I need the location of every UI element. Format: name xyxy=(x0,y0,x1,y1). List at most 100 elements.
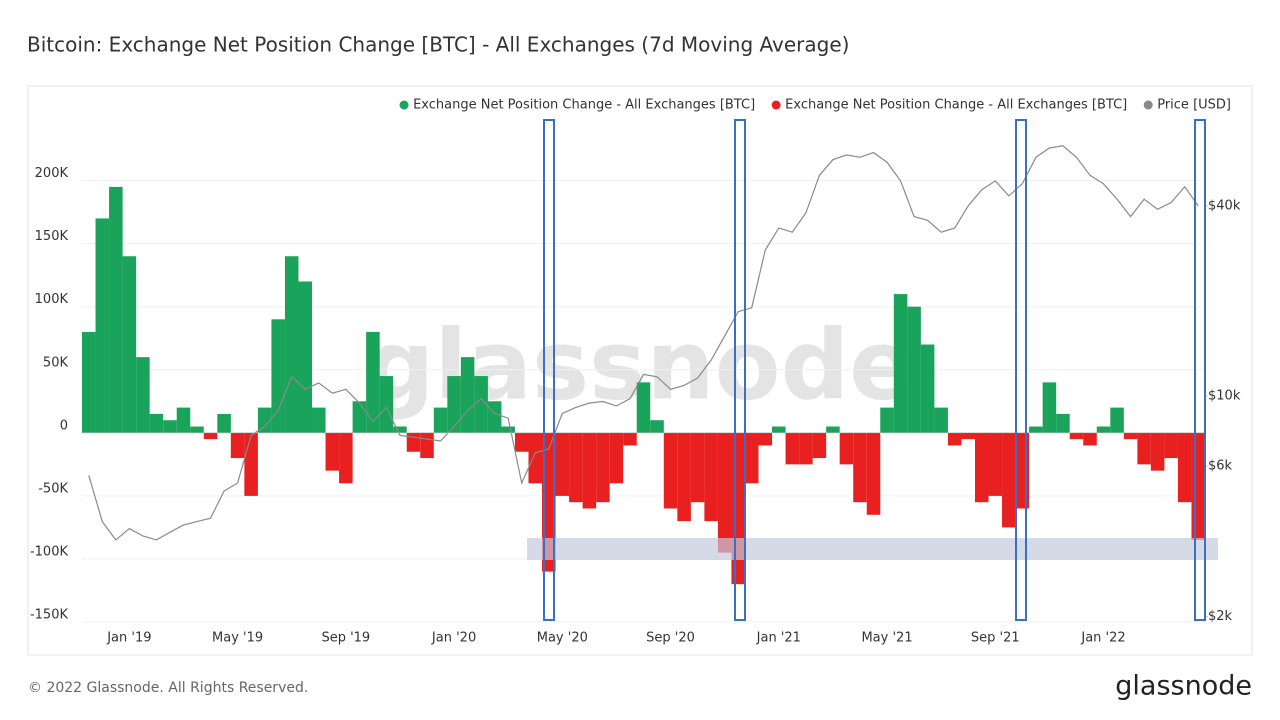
bar xyxy=(352,401,367,433)
bar xyxy=(704,432,718,522)
bar xyxy=(366,331,380,433)
bar xyxy=(799,432,813,465)
bar xyxy=(1137,432,1151,465)
bar xyxy=(988,432,1003,496)
bar xyxy=(866,432,881,515)
bar xyxy=(1069,432,1084,440)
bar xyxy=(447,376,461,433)
bar xyxy=(230,432,245,459)
bar xyxy=(149,413,164,433)
price-line xyxy=(88,145,1199,541)
bar xyxy=(163,420,177,433)
highlight-box xyxy=(1194,119,1206,621)
legend-label: Exchange Net Position Change - All Excha… xyxy=(785,98,1127,113)
bar xyxy=(690,432,705,503)
bar xyxy=(636,382,651,433)
bar xyxy=(947,432,962,446)
bar xyxy=(203,432,218,440)
bar xyxy=(961,432,975,440)
y-tick-label: -50K xyxy=(38,481,68,496)
bar xyxy=(907,306,921,433)
bar xyxy=(244,432,258,496)
bar xyxy=(609,432,624,484)
bar xyxy=(569,432,583,503)
bar xyxy=(920,344,935,433)
bar xyxy=(1029,426,1043,433)
legend-label: Exchange Net Position Change - All Excha… xyxy=(413,98,755,113)
chart-title: Bitcoin: Exchange Net Position Change [B… xyxy=(27,33,849,57)
highlight-box xyxy=(543,119,555,621)
x-tick-label: Jan '19 xyxy=(106,631,151,646)
highlight-box xyxy=(734,119,746,621)
legend-marker xyxy=(399,100,409,110)
y-tick-label: 150K xyxy=(35,229,69,244)
highlight-box xyxy=(1015,119,1027,621)
bar xyxy=(271,319,285,433)
legend-label: Price [USD] xyxy=(1157,98,1231,113)
bar xyxy=(623,432,637,446)
bar xyxy=(1096,426,1111,433)
bar xyxy=(582,432,597,509)
bar xyxy=(420,432,434,459)
bar xyxy=(325,432,340,471)
copyright: © 2022 Glassnode. All Rights Reserved. xyxy=(28,680,308,696)
y2-tick-label: $40k xyxy=(1208,198,1241,213)
bar xyxy=(433,407,448,433)
x-tick-label: Sep '20 xyxy=(646,631,695,646)
y-tick-label: -150K xyxy=(30,608,69,623)
bar xyxy=(474,376,488,433)
highlight-band xyxy=(527,538,1218,560)
bar xyxy=(1123,432,1138,440)
bar xyxy=(122,256,137,433)
bar xyxy=(1191,432,1205,541)
bar xyxy=(542,432,556,572)
x-tick-label: Jan '20 xyxy=(431,631,476,646)
bar xyxy=(528,432,543,484)
bar xyxy=(95,218,110,433)
bar xyxy=(217,413,231,433)
bar xyxy=(731,432,745,585)
x-tick-label: Sep '19 xyxy=(321,631,370,646)
bar xyxy=(379,376,394,433)
bar xyxy=(663,432,678,509)
bar xyxy=(596,432,610,503)
y-tick-label: 0 xyxy=(60,418,68,433)
logo: glassnode xyxy=(1115,671,1252,702)
y-tick-label: 50K xyxy=(43,355,69,370)
bar xyxy=(1164,432,1178,459)
bar xyxy=(758,432,773,446)
legend: Price [USD] Exchange Net Position Change … xyxy=(399,98,1231,113)
bar xyxy=(555,432,570,496)
bar xyxy=(339,432,353,484)
bar xyxy=(393,426,407,433)
bar xyxy=(650,420,664,433)
y2-tick-label: $2k xyxy=(1208,609,1233,624)
bar xyxy=(1177,432,1192,503)
bar xyxy=(934,407,948,433)
bar xyxy=(717,432,732,553)
bar xyxy=(974,432,989,503)
x-tick-label: May '19 xyxy=(212,631,263,646)
bar xyxy=(298,281,313,433)
bar xyxy=(785,432,800,465)
chart-frame xyxy=(27,85,1253,656)
legend-marker xyxy=(771,100,781,110)
y2-tick-label: $6k xyxy=(1208,458,1233,473)
bar xyxy=(1015,432,1030,509)
bar xyxy=(487,401,502,433)
x-tick-label: Sep '21 xyxy=(971,631,1020,646)
y-tick-label: 200K xyxy=(35,166,69,181)
bar xyxy=(880,407,894,433)
bar xyxy=(893,294,908,433)
x-tick-label: Jan '21 xyxy=(756,631,801,646)
bar xyxy=(1110,407,1124,433)
bar xyxy=(514,432,529,452)
bar xyxy=(826,426,840,433)
bar xyxy=(1042,382,1057,433)
bar xyxy=(1002,432,1016,528)
bar xyxy=(1083,432,1097,446)
bar xyxy=(501,426,515,433)
bar xyxy=(190,426,204,433)
bar xyxy=(82,331,96,433)
bar xyxy=(257,407,272,433)
